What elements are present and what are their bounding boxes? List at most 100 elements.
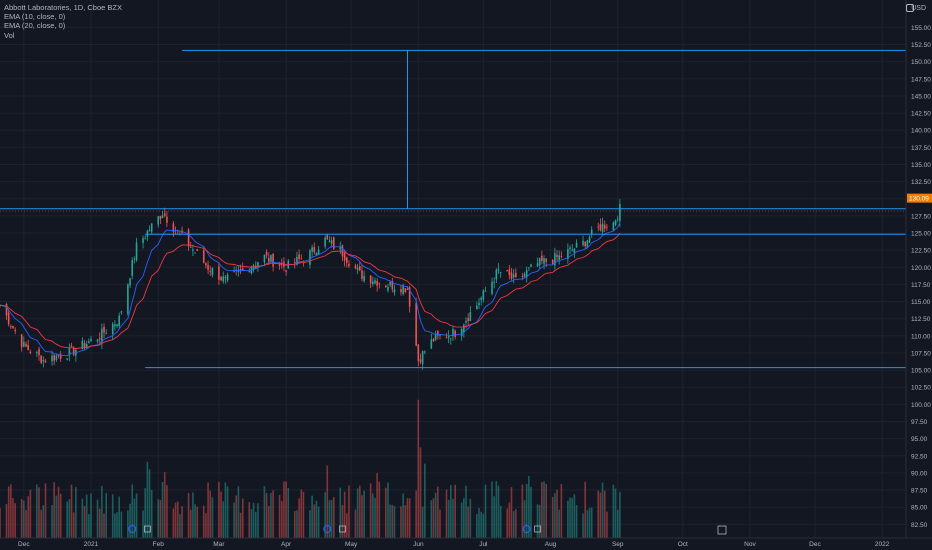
volume-bar: [560, 483, 563, 538]
candle-body: [300, 258, 303, 260]
volume-bar: [567, 500, 569, 538]
volume-bar: [27, 496, 29, 538]
volume-bar: [584, 481, 587, 538]
volume-bar: [283, 481, 285, 538]
volume-bar: [478, 507, 480, 538]
volume-bar: [176, 501, 179, 538]
volume-bar: [0, 508, 1, 538]
volume-bar: [309, 510, 311, 538]
candle-body: [66, 358, 68, 360]
candle-body: [59, 354, 62, 359]
volume-bar: [59, 493, 62, 538]
candle-body: [194, 252, 196, 254]
price-tick-label: 92.50: [911, 453, 928, 460]
volume-bar: [391, 504, 394, 538]
price-tick-label: 142.50: [911, 111, 931, 118]
volume-bar: [287, 487, 290, 538]
volume-bar: [484, 484, 487, 538]
price-axis[interactable]: 155.00 152.50 150.00 147.50 145.00 142.50 140.…: [905, 0, 932, 538]
candle-body: [257, 262, 259, 268]
volume-bar: [285, 481, 287, 538]
candle-body: [263, 254, 266, 263]
volume-bar: [218, 481, 220, 538]
volume-bar: [12, 497, 14, 538]
candle-body: [280, 264, 283, 265]
volume-bar: [224, 482, 227, 538]
time-tick-label: 2022: [875, 541, 890, 548]
volume-bar: [302, 491, 305, 538]
time-tick-label: Sep: [612, 541, 624, 548]
candle-body: [497, 268, 500, 271]
price-tick-label: 95.00: [911, 436, 928, 443]
candle-body: [5, 304, 8, 316]
volume-bar: [90, 493, 92, 538]
candle-body: [309, 250, 311, 265]
volume-bar: [38, 487, 40, 538]
volume-bar: [222, 501, 225, 538]
candle-body: [157, 216, 160, 225]
volume-bar: [133, 498, 136, 538]
price-tick-label: 97.50: [911, 419, 928, 426]
volume-bar: [265, 493, 268, 538]
volume-bar: [83, 506, 86, 538]
volume-bar: [257, 503, 259, 538]
volume-bar: [233, 502, 235, 538]
candle-body: [341, 245, 344, 257]
candle-body: [98, 338, 101, 340]
volume-bar: [415, 490, 417, 538]
volume-bar: [196, 506, 199, 538]
candle-body: [551, 260, 554, 264]
volume-bar: [81, 498, 84, 538]
volume-bar: [55, 495, 58, 538]
candle-body: [573, 248, 576, 253]
candle-body: [20, 334, 23, 347]
candle-body: [220, 277, 222, 281]
price-tick-label: 122.50: [911, 248, 931, 255]
price-tick-label: 137.50: [911, 145, 931, 152]
candle-body: [525, 270, 528, 278]
volume-bar: [345, 513, 348, 538]
candle-body: [129, 278, 131, 286]
time-tick-label: Nov: [744, 541, 756, 548]
volume-bar: [328, 500, 331, 538]
candle-body: [560, 256, 563, 257]
volume-bar: [250, 509, 253, 538]
volume-bar: [341, 504, 344, 538]
volume-bar: [521, 484, 524, 538]
candle-body: [7, 312, 10, 325]
candle-body: [528, 267, 530, 269]
ema10-line: [0, 222, 621, 357]
candle-body: [83, 342, 86, 348]
currency-icon[interactable]: [906, 4, 914, 12]
candle-body: [521, 276, 524, 278]
volume-bar: [42, 504, 45, 538]
volume-bar: [150, 489, 153, 538]
candle-body: [432, 339, 435, 342]
volume-bar: [315, 500, 318, 538]
volume-bar: [326, 465, 329, 538]
volume-bar: [450, 485, 452, 538]
candle-body: [189, 247, 192, 248]
volume-bar: [270, 492, 272, 538]
volume-bar: [497, 485, 500, 538]
candle-body: [387, 286, 389, 291]
volume-bar: [205, 513, 207, 538]
volume-bar: [493, 496, 495, 538]
volume-bar: [189, 509, 192, 538]
volume-bar: [7, 486, 10, 538]
volume-bar: [53, 482, 55, 538]
currency-label[interactable]: USD: [911, 5, 926, 12]
volume-bar: [571, 498, 574, 538]
candle-body: [374, 280, 376, 284]
volume-bar: [452, 498, 454, 538]
candle-body: [597, 226, 600, 228]
candle-body: [148, 230, 151, 232]
candle-body: [582, 240, 584, 246]
time-axis[interactable]: Dec 2021 Feb Mar Apr May Jun Jul Aug Sep Oct Nov Dec…: [0, 537, 932, 548]
volume-bar: [575, 505, 578, 538]
candle-body: [421, 351, 424, 365]
volume-bar: [239, 512, 242, 538]
candle-body: [515, 272, 517, 277]
candle-body: [460, 328, 463, 337]
